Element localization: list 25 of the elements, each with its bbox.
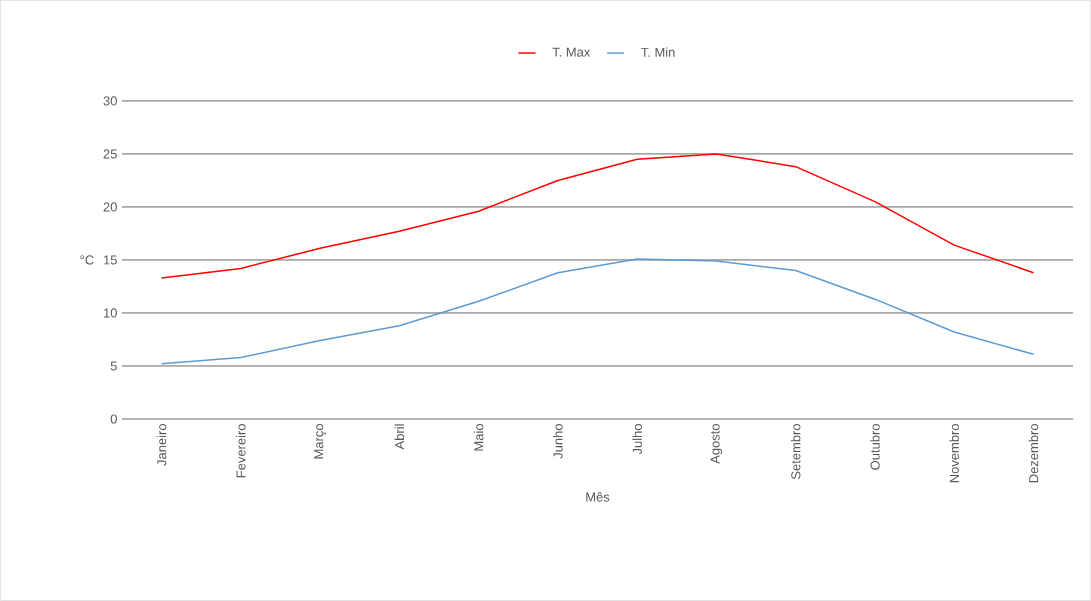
y-tick-label: 15 — [103, 255, 117, 265]
x-tick-label: Agosto — [710, 424, 723, 464]
x-tick-label: Outubro — [870, 424, 880, 470]
y-axis-title: °C — [80, 255, 94, 265]
x-tick-label: Novembro — [949, 424, 959, 483]
x-tick-label: Março — [314, 424, 326, 459]
y-tick-label: 10 — [103, 308, 117, 318]
line-series — [160, 258, 1035, 365]
line-series — [160, 153, 1035, 279]
x-tick-label: Fevereiro — [236, 424, 246, 478]
legend-label: T. Min — [641, 47, 675, 57]
x-tick-label: Abril — [394, 424, 405, 450]
x-tick-label: Setembro — [790, 424, 801, 480]
y-tick-label: 25 — [103, 149, 117, 159]
x-tick-label: Dezembro — [1028, 424, 1039, 483]
x-tick-label: Maio — [473, 424, 484, 451]
x-tick-label: Janeiro — [156, 424, 167, 466]
y-tick-label: 20 — [103, 202, 117, 212]
x-tick-label: Junho — [553, 424, 563, 459]
y-tick-label: 0 — [110, 414, 117, 424]
y-tick-label: 5 — [110, 361, 117, 371]
y-tick-label: 30 — [103, 96, 117, 106]
x-tick-label: Julho — [632, 424, 642, 455]
x-axis-title: Mês — [586, 492, 610, 502]
legend-label: T. Max — [552, 47, 591, 57]
